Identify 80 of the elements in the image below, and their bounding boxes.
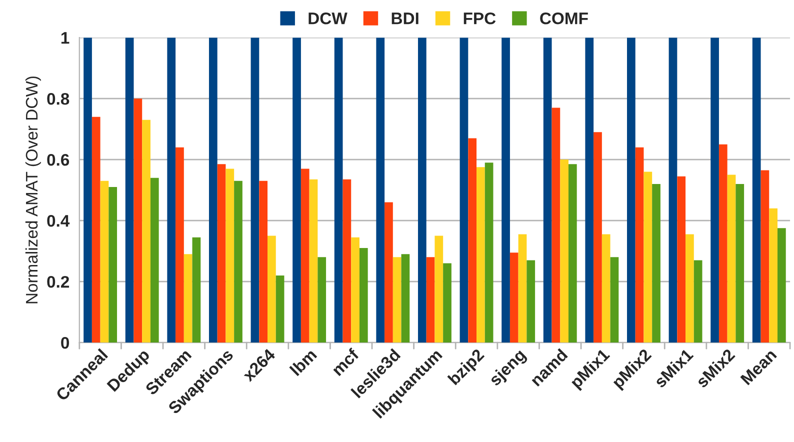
bar bbox=[568, 164, 577, 343]
bar bbox=[552, 108, 560, 343]
bar bbox=[134, 98, 142, 343]
legend-label: BDI bbox=[392, 12, 418, 24]
bar bbox=[309, 179, 318, 343]
bar bbox=[268, 236, 276, 343]
bar bbox=[401, 254, 410, 343]
x-tick-label: lbm bbox=[289, 348, 318, 376]
bar bbox=[594, 132, 602, 343]
bar bbox=[150, 178, 159, 343]
bar bbox=[318, 257, 326, 343]
bar bbox=[502, 38, 510, 343]
bar bbox=[668, 38, 678, 343]
y-tick-label: 1 bbox=[61, 32, 70, 44]
bar bbox=[484, 162, 494, 343]
bar bbox=[543, 38, 552, 343]
bar bbox=[259, 180, 268, 343]
y-tick-label: 0 bbox=[61, 336, 69, 349]
bar bbox=[526, 260, 536, 343]
bar bbox=[376, 38, 385, 343]
bar bbox=[292, 38, 301, 343]
bar bbox=[208, 38, 218, 343]
y-tick-label: 0.4 bbox=[47, 214, 70, 227]
bar bbox=[443, 263, 452, 343]
bar bbox=[760, 170, 770, 343]
bar bbox=[652, 184, 660, 343]
bar bbox=[644, 172, 652, 343]
bar bbox=[108, 187, 118, 343]
y-tick-label: 0.8 bbox=[47, 92, 70, 105]
y-tick-label: 0.2 bbox=[47, 276, 70, 288]
bar bbox=[167, 38, 176, 343]
bar bbox=[142, 120, 150, 343]
bar bbox=[718, 144, 728, 343]
bar bbox=[334, 38, 343, 343]
bar bbox=[769, 208, 778, 343]
bar bbox=[426, 257, 435, 343]
bar bbox=[627, 38, 636, 343]
bar bbox=[777, 228, 786, 343]
bar bbox=[585, 38, 594, 343]
legend-label: DCW bbox=[308, 12, 348, 24]
bar bbox=[460, 38, 468, 343]
bar bbox=[176, 147, 184, 343]
bar bbox=[602, 234, 610, 343]
legend-label: FPC bbox=[464, 12, 496, 24]
bar bbox=[635, 147, 644, 343]
bar bbox=[384, 202, 393, 343]
bar bbox=[84, 38, 92, 343]
bar bbox=[710, 38, 719, 343]
bar bbox=[234, 180, 242, 343]
bar bbox=[217, 164, 226, 343]
bar bbox=[434, 236, 444, 343]
bar bbox=[418, 38, 426, 343]
bar bbox=[476, 167, 485, 343]
bar bbox=[226, 168, 234, 343]
bar bbox=[392, 257, 402, 343]
bar bbox=[276, 275, 284, 343]
bar bbox=[727, 174, 736, 343]
bar bbox=[510, 252, 518, 343]
legend-label: COMF bbox=[540, 12, 588, 24]
bar bbox=[736, 184, 744, 343]
bar bbox=[752, 38, 761, 343]
bar bbox=[518, 234, 527, 343]
bar bbox=[92, 116, 100, 343]
bar bbox=[125, 38, 134, 343]
bar bbox=[677, 176, 686, 343]
y-axis-title: Normalized AMAT (Over DCW) bbox=[25, 76, 41, 304]
bar bbox=[100, 180, 109, 343]
bar bbox=[250, 38, 260, 343]
bar bbox=[610, 257, 619, 343]
bar bbox=[342, 179, 352, 343]
bar bbox=[192, 237, 201, 343]
bar bbox=[468, 138, 477, 343]
bar bbox=[351, 237, 360, 343]
bar bbox=[686, 234, 694, 343]
bar bbox=[560, 160, 568, 343]
bar bbox=[694, 260, 702, 343]
y-tick-label: 0.6 bbox=[47, 154, 70, 166]
bar bbox=[300, 168, 310, 343]
bar bbox=[184, 254, 192, 343]
bar bbox=[359, 248, 368, 343]
